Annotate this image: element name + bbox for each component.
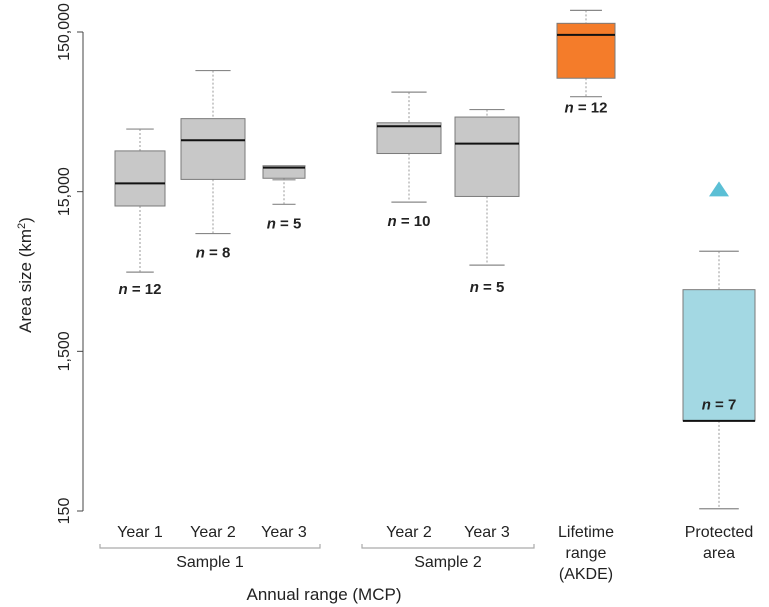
x-category-line-6-0: Protected: [685, 524, 753, 541]
n-label-6: n = 7: [702, 396, 737, 413]
group-bracket-0: [99, 544, 321, 549]
outlier-marker-6: [709, 181, 729, 197]
box-3: n = 10: [376, 91, 442, 230]
x-category-line-2-0: Year 3: [261, 524, 307, 541]
y-tick-label-0: 150: [56, 498, 73, 525]
y-tick-label-2: 15,000: [56, 167, 73, 216]
x-category-line-5-2: (AKDE): [559, 566, 613, 583]
y-axis-label-main: Area size (km: [16, 229, 35, 333]
n-label-1: n = 8: [196, 245, 231, 262]
n-label-value-3: = 10: [397, 213, 431, 230]
y-axis-label-close: ): [16, 217, 35, 223]
x-category-label-5: Lifetime range (AKDE): [558, 524, 614, 583]
n-label-var-5: n: [565, 100, 574, 117]
y-axis-label: Area size (km2): [16, 217, 35, 333]
n-label-value-0: = 12: [128, 281, 162, 298]
x-category-label-6: Protected area: [685, 524, 753, 562]
n-label-value-5: = 12: [574, 100, 608, 117]
x-category-line-5-0: Lifetime: [558, 524, 614, 541]
y-tick-label-3: 150,000: [56, 3, 73, 61]
box-2: n = 5: [262, 165, 306, 232]
x-axis-label: Annual range (MCP): [247, 585, 402, 604]
n-label-value-4: = 5: [479, 279, 504, 296]
n-label-2: n = 5: [267, 215, 302, 232]
y-tick-label-1: 1,500: [56, 331, 73, 371]
box-rect-6: [682, 289, 756, 422]
box-rect-3: [376, 122, 442, 155]
x-category-line-1-0: Year 2: [190, 524, 236, 541]
n-label-3: n = 10: [388, 213, 431, 230]
group-label-0: Sample 1: [176, 554, 244, 571]
box-rect-4: [454, 116, 520, 197]
box-rect-1: [180, 118, 246, 180]
x-category-line-5-1: range: [566, 545, 607, 562]
n-label-value-1: = 8: [205, 245, 230, 262]
box-rect-0: [114, 150, 166, 207]
n-label-var-1: n: [196, 245, 205, 262]
x-category-label-0: Year 1: [117, 524, 163, 541]
y-axis: 150 1,500 15,000 150,000: [56, 3, 84, 525]
group-bracket-1: [361, 544, 535, 549]
labels-layer: Area size (km2) Annual range (MCP) Year …: [16, 217, 753, 604]
box-1: n = 8: [180, 69, 246, 262]
n-label-var-2: n: [267, 215, 276, 232]
n-label-value-6: = 7: [711, 396, 736, 413]
x-category-label-2: Year 3: [261, 524, 307, 541]
box-6: n = 7: [682, 181, 756, 510]
n-label-var-3: n: [388, 213, 397, 230]
n-label-var-6: n: [702, 396, 711, 413]
x-category-line-3-0: Year 2: [386, 524, 432, 541]
n-label-var-4: n: [470, 279, 479, 296]
x-category-label-3: Year 2: [386, 524, 432, 541]
x-category-line-4-0: Year 3: [464, 524, 510, 541]
y-axis-label-superscript: 2: [16, 223, 28, 229]
x-category-label-1: Year 2: [190, 524, 236, 541]
x-category-line-6-1: area: [703, 545, 735, 562]
box-5: n = 12: [556, 9, 616, 117]
x-category-line-0-0: Year 1: [117, 524, 163, 541]
group-label-1: Sample 2: [414, 554, 482, 571]
box-4: n = 5: [454, 108, 520, 296]
box-0: n = 12: [114, 128, 166, 298]
x-category-label-4: Year 3: [464, 524, 510, 541]
n-label-4: n = 5: [470, 279, 505, 296]
n-label-5: n = 12: [565, 100, 608, 117]
n-label-0: n = 12: [119, 281, 162, 298]
box-rect-2: [262, 165, 306, 179]
box-rect-5: [556, 22, 616, 79]
n-label-value-2: = 5: [276, 215, 301, 232]
n-label-var-0: n: [119, 281, 128, 298]
